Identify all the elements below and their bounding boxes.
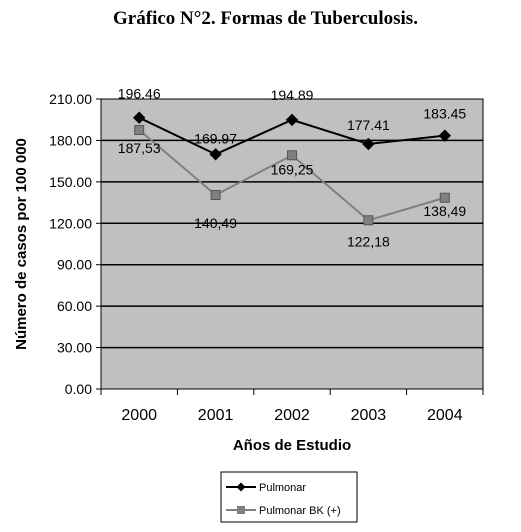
data-point: [439, 192, 450, 203]
x-axis-label: Años de Estudio: [233, 437, 351, 454]
x-tick-label: 2000: [121, 407, 157, 424]
data-point: [362, 137, 375, 151]
data-point: [287, 150, 297, 161]
legend-label: Pulmonar: [259, 482, 306, 494]
y-tick-label: 90.00: [57, 257, 92, 273]
series-layer: [132, 111, 452, 226]
data-point: [438, 129, 452, 142]
plot-area: [100, 98, 484, 390]
data-label: 140,49: [194, 215, 237, 231]
y-axis: 0.00 30.00 60.00 90.00 120.00 150.00 180.00 210…: [49, 91, 101, 397]
gridlines: [101, 139, 483, 349]
y-axis-label: Número de casos por 100 000: [13, 138, 30, 350]
data-point: [285, 113, 299, 127]
data-label: 187,53: [118, 140, 161, 156]
x-tick-label: 2004: [427, 407, 463, 424]
data-point: [363, 215, 374, 226]
x-axis: 2000 2001 2002 2003 2004: [100, 389, 484, 424]
legend-label: Pulmonar BK (+): [259, 505, 341, 517]
y-tick-label: 180.00: [49, 132, 92, 148]
legend-marker: [237, 506, 245, 514]
data-point: [209, 148, 222, 161]
data-label: 122,18: [347, 233, 390, 249]
data-point: [134, 125, 145, 136]
data-labels: 196.46 169.97 194.89 177.41 183.45 187,53 140,…: [118, 86, 467, 250]
y-tick-label: 60.00: [57, 298, 92, 314]
data-label: 194.89: [271, 87, 314, 103]
y-tick-label: 30.00: [57, 340, 92, 356]
data-label: 169.97: [194, 130, 237, 146]
data-label: 138,49: [423, 203, 466, 219]
data-label: 169,25: [271, 161, 314, 177]
data-label: 196.46: [118, 86, 161, 102]
y-tick-label: 0.00: [65, 381, 92, 397]
data-point: [132, 111, 146, 124]
x-tick-label: 2001: [198, 407, 234, 424]
data-label: 183.45: [423, 106, 466, 122]
legend-marker: [236, 482, 246, 492]
y-tick-label: 120.00: [49, 215, 92, 231]
data-label: 177.41: [347, 117, 390, 133]
legend: Pulmonar Pulmonar BK (+): [220, 471, 358, 523]
chart-title: Gráfico N°2. Formas de Tuberculosis.: [113, 8, 418, 29]
x-tick-label: 2003: [351, 407, 387, 424]
data-point: [210, 189, 221, 200]
x-tick-label: 2002: [274, 407, 310, 424]
y-tick-label: 150.00: [49, 174, 92, 190]
y-tick-label: 210.00: [49, 91, 92, 107]
